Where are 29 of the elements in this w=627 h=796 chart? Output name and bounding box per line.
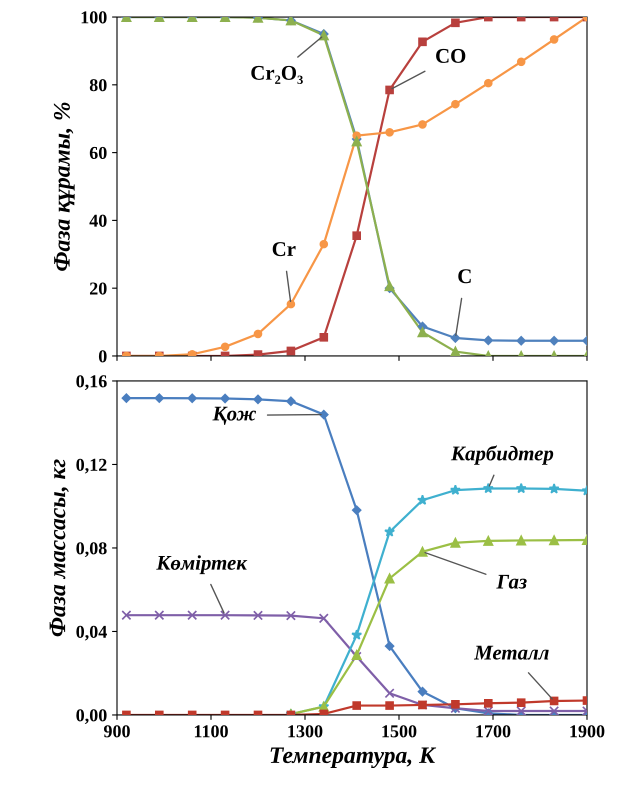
series-label: Карбидтер: [450, 445, 554, 465]
y-tick-label: 0,04: [76, 626, 107, 641]
series-label: CO: [436, 48, 466, 63]
y-tick-label: 0,00: [76, 709, 107, 724]
y-tick-label: 60: [90, 146, 107, 160]
y-tick-label: 0,16: [76, 375, 107, 390]
y-axis-title: Фаза құрамы, %: [54, 102, 75, 271]
x-tick-label: 1900: [570, 725, 604, 738]
y-tick-label: 40: [89, 214, 107, 227]
y-tick-label: 0: [98, 350, 107, 362]
x-tick-label: 900: [104, 725, 130, 738]
series-label: Cr: [272, 242, 296, 256]
y-tick-label: 80: [90, 79, 107, 92]
series-label: Cr₂O₃: [251, 66, 303, 84]
series-label: Көміртек: [156, 555, 248, 574]
x-tick-label: 1700: [476, 725, 510, 738]
y-tick-label: 100: [82, 11, 107, 24]
series-label: Металл: [474, 646, 549, 660]
x-tick-label: 1100: [194, 725, 228, 738]
y-tick-label: 0,12: [76, 458, 106, 474]
y-tick-label: 20: [90, 282, 107, 295]
series-label: Газ: [496, 574, 527, 589]
x-tick-label: 1500: [382, 725, 416, 738]
x-axis-title: Температура, К: [270, 747, 436, 768]
y-tick-label: 0,08: [76, 542, 107, 558]
text: C: [458, 269, 471, 284]
x-tick-label: 1300: [288, 725, 322, 738]
series-label: Қож: [212, 406, 256, 425]
y-axis-title: Фаза массасы, кг: [50, 459, 69, 636]
